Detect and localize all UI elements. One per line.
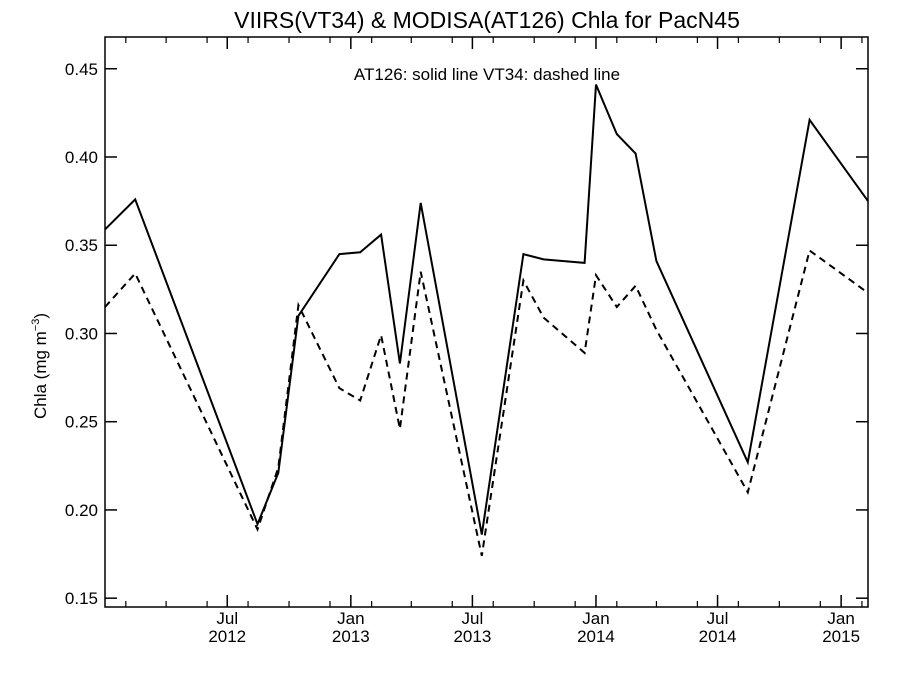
x-tick-year-label: 2014 [699,627,737,646]
plot-frame [104,36,869,608]
x-tick-year-label: 2012 [208,627,246,646]
axes-layer: 0.150.200.250.300.350.400.45Jul2012Jan20… [65,36,869,646]
x-tick-year-label: 2015 [822,627,860,646]
x-tick-year-label: 2013 [453,627,491,646]
x-tick-month-label: Jul [707,609,729,628]
y-tick-label: 0.25 [65,413,98,432]
series-line-at126 [104,84,869,535]
y-tick-label: 0.40 [65,148,98,167]
y-tick-label: 0.30 [65,324,98,343]
y-tick-label: 0.15 [65,589,98,608]
chart-annotation: AT126: solid line VT34: dashed line [354,65,620,84]
y-tick-label: 0.20 [65,501,98,520]
series-line-vt34 [104,248,869,557]
x-tick-month-label: Jan [337,609,364,628]
x-tick-year-label: 2014 [577,627,615,646]
x-tick-year-label: 2013 [332,627,370,646]
y-axis-label: Chla (mg m−3) [30,313,50,419]
x-tick-month-label: Jul [216,609,238,628]
chart-title: VIIRS(VT34) & MODISA(AT126) Chla for Pac… [234,7,740,33]
y-tick-label: 0.45 [65,60,98,79]
x-tick-month-label: Jan [827,609,854,628]
x-tick-month-label: Jan [582,609,609,628]
x-tick-month-label: Jul [462,609,484,628]
y-tick-label: 0.35 [65,236,98,255]
series-layer [104,84,869,557]
